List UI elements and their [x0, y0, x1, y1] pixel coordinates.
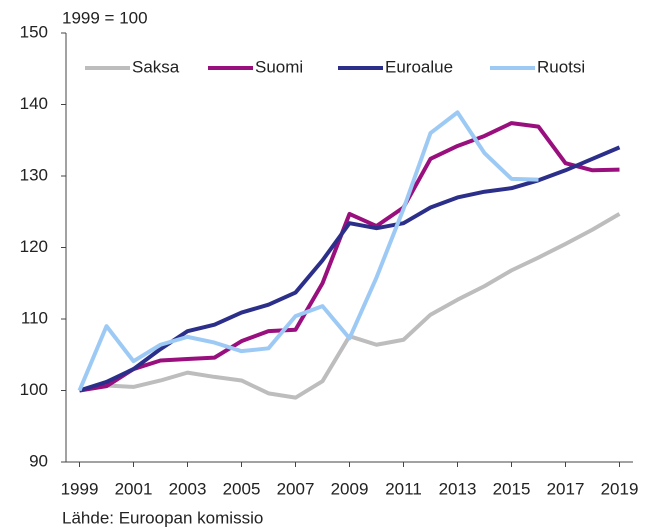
x-tick-label: 2007 [277, 479, 315, 498]
y-tick-label: 90 [29, 451, 48, 470]
x-tick-label: 2017 [547, 479, 585, 498]
y-tick-label: 120 [20, 237, 48, 256]
line-series [77, 110, 539, 392]
y-tick-label: 140 [20, 94, 48, 113]
x-tick-label: 2003 [169, 479, 207, 498]
y-tick-label: 150 [20, 22, 48, 41]
legend-label: Saksa [132, 57, 180, 76]
legend-label: Ruotsi [537, 57, 585, 76]
line-series [79, 121, 620, 393]
annotation: 1999 = 100 [62, 8, 148, 27]
x-tick-label: 2001 [115, 479, 153, 498]
x-tick-label: 2013 [439, 479, 477, 498]
line-series [79, 212, 621, 400]
legend-label: Euroalue [385, 57, 453, 76]
line-series [78, 145, 621, 393]
y-tick-label: 100 [20, 380, 48, 399]
x-tick-label: 2015 [493, 479, 531, 498]
legend-label: Suomi [255, 57, 303, 76]
y-tick-label: 110 [21, 308, 48, 327]
x-tick-label: 2011 [385, 479, 422, 498]
source: Lähde: Euroopan komissio [62, 508, 263, 527]
x-tick-label: 2005 [223, 479, 261, 498]
x-tick-label: 2009 [331, 479, 369, 498]
y-tick-label: 130 [20, 165, 48, 184]
x-tick-label: 1999 [61, 479, 99, 498]
x-tick-label: 2019 [601, 479, 639, 498]
